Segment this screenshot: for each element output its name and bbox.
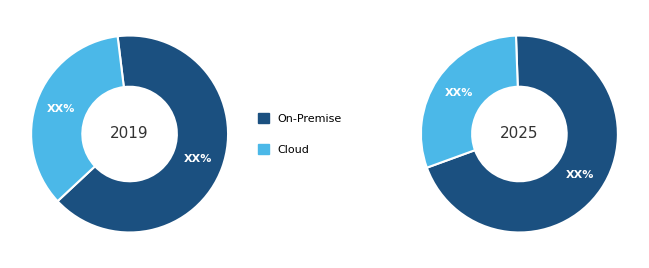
Wedge shape xyxy=(427,36,618,232)
Text: XX%: XX% xyxy=(47,104,75,114)
Text: 2025: 2025 xyxy=(500,126,539,142)
Legend: On-Premise, Cloud: On-Premise, Cloud xyxy=(258,113,342,155)
Text: XX%: XX% xyxy=(445,88,473,98)
Wedge shape xyxy=(58,36,228,232)
Text: XX%: XX% xyxy=(184,154,212,164)
Wedge shape xyxy=(31,36,124,201)
Wedge shape xyxy=(421,36,518,168)
Text: XX%: XX% xyxy=(566,170,594,180)
Text: 2019: 2019 xyxy=(110,126,149,142)
